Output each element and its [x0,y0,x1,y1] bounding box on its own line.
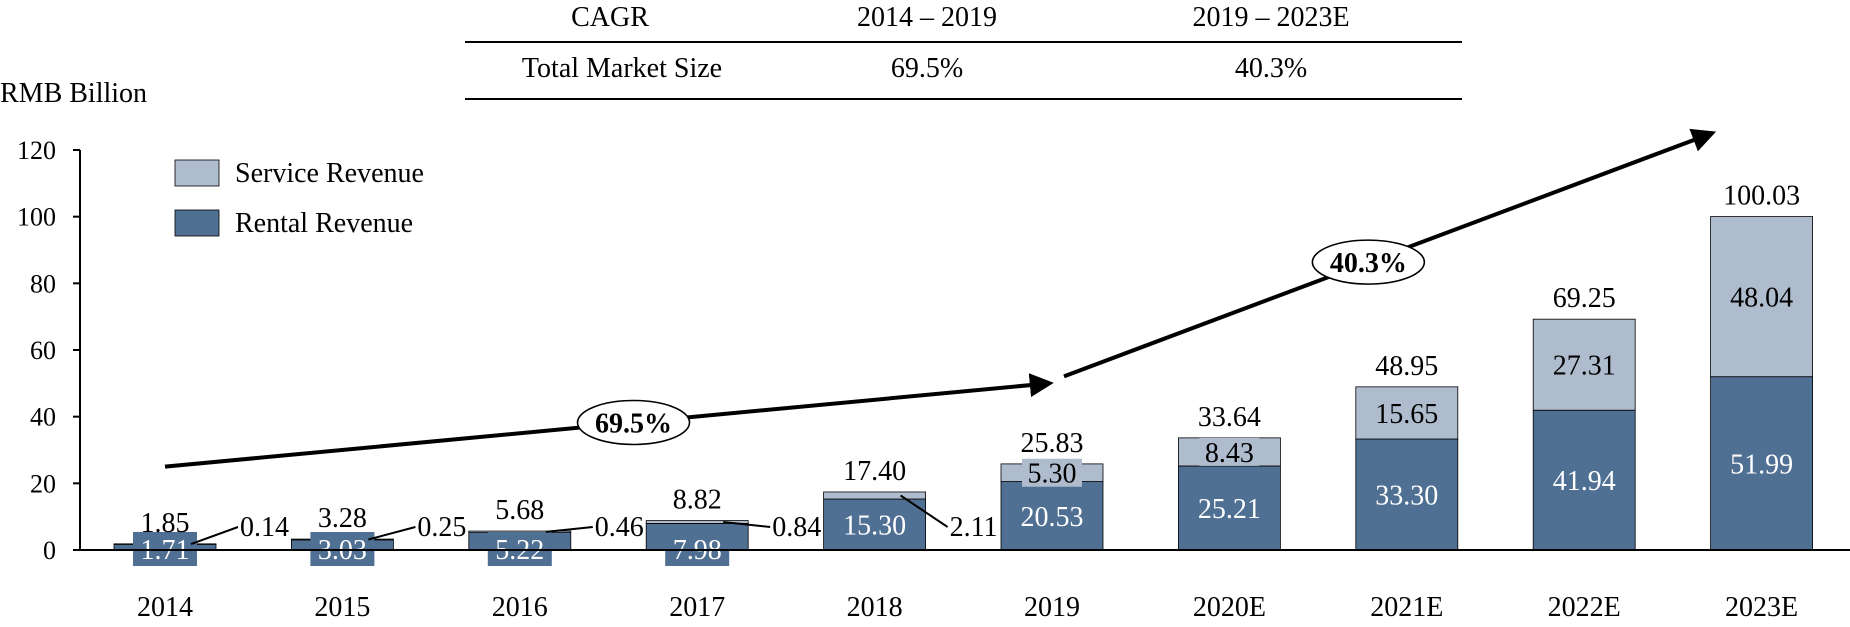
leader-line [723,521,771,528]
bar-label-service: 0.46 [595,512,644,543]
bar-total-label: 17.40 [843,456,906,487]
bar-label-rental: 51.99 [1730,449,1793,480]
bar-service-revenue [1355,386,1459,440]
cagr-annotations: 69.5% 40.3% [164,128,1717,469]
bar-total-label: 100.03 [1723,181,1800,212]
cagr-bubble-label: 69.5% [595,409,672,440]
bar-total-label: 33.64 [1198,402,1261,433]
bar-rental-revenue [1000,481,1104,551]
y-axis: 0 20 40 60 80 100 120 [17,136,81,565]
bar-total-label: 25.83 [1021,428,1084,459]
bar-rental-revenue [1532,409,1636,551]
cagr-bubble [1311,239,1426,285]
x-tick-label: 2016 [492,592,548,623]
cagr-bubble-label: 40.3% [1330,248,1407,279]
bar-total-label: 8.82 [673,485,722,516]
y-tick-label: 20 [30,469,56,498]
bar-service-revenue [645,520,749,524]
bar-label-rental: 20.53 [1021,502,1084,533]
bar-total-label: 1.85 [141,508,190,539]
bar-rental-revenue [1710,376,1813,551]
cagr-bubble [576,399,691,446]
legend-label-rental: Rental Revenue [235,208,413,239]
x-axis: 2014 2015 2016 2017 2018 2019 2020E 2021E 2022E 2… [80,549,1850,623]
y-tick-label: 0 [43,536,56,565]
y-tick-label: 120 [17,136,56,165]
leader-line [368,526,416,541]
cagr-row-value-2: 40.3% [1235,53,1307,84]
bar-label-service: 0.84 [772,512,821,543]
bar-label-rental: 15.30 [843,511,906,542]
bar-label-service: 27.31 [1553,351,1616,382]
x-tick-label: 2023E [1725,592,1798,623]
leader-line [900,494,949,528]
y-tick-label: 40 [30,403,56,432]
cagr-row-label: Total Market Size [522,53,722,84]
bar-label-service: 0.25 [417,512,466,543]
bar-label-service: 48.04 [1730,283,1793,314]
y-axis-label: RMB Billion [0,78,147,109]
bar-service-revenue [823,491,926,500]
leader-line [190,526,239,546]
bar-label-service: 5.30 [1028,459,1077,490]
bar-label-service-box [1022,458,1082,487]
cagr-row-value-1: 69.5% [891,53,963,84]
bar-label-service: 2.11 [950,512,998,543]
leader-line [545,526,593,533]
bar-service-revenue [1532,318,1636,411]
legend-label-service: Service Revenue [235,158,424,189]
x-tick-label: 2017 [669,592,725,623]
x-tick-label: 2018 [847,592,903,623]
y-tick-label: 100 [17,203,56,232]
bar-total-label: 3.28 [318,503,367,534]
bar-label-service: 15.65 [1375,399,1438,430]
bar-label-rental: 41.94 [1553,466,1616,497]
cagr-header-period-1: 2014 – 2019 [857,2,997,33]
legend-swatch-service [174,159,220,187]
bar-rental-revenue [1355,438,1459,551]
legend: Service Revenue Rental Revenue [174,158,424,239]
bar-rental-revenue [1178,465,1281,551]
cagr-table: CAGR 2014 – 2019 2019 – 2023E Total Mark… [465,2,1462,100]
bar-label-service: 0.14 [240,512,289,543]
legend-swatch-rental [174,209,220,237]
bar-total-label: 48.95 [1375,351,1438,382]
cagr-header-label: CAGR [571,2,649,33]
x-tick-label: 2020E [1193,592,1266,623]
bar-service-revenue [1710,216,1813,378]
x-tick-label: 2015 [314,592,370,623]
bar-label-service-box [1199,437,1260,466]
x-tick-label: 2021E [1370,592,1443,623]
x-tick-label: 2022E [1548,592,1621,623]
bar-total-label: 69.25 [1553,283,1616,314]
bar-label-rental: 33.30 [1375,481,1438,512]
y-tick-label: 60 [30,336,56,365]
bar-total-label: 5.68 [495,495,544,526]
y-tick-label: 80 [30,269,56,298]
bar-label-rental: 25.21 [1198,494,1261,525]
bar-label-service: 8.43 [1205,438,1254,469]
cagr-header-period-2: 2019 – 2023E [1192,2,1349,33]
x-tick-label: 2019 [1024,592,1080,623]
x-tick-label: 2014 [137,592,193,623]
bars: 1.710.141.853.030.253.285.220.465.687.98… [113,181,1813,566]
